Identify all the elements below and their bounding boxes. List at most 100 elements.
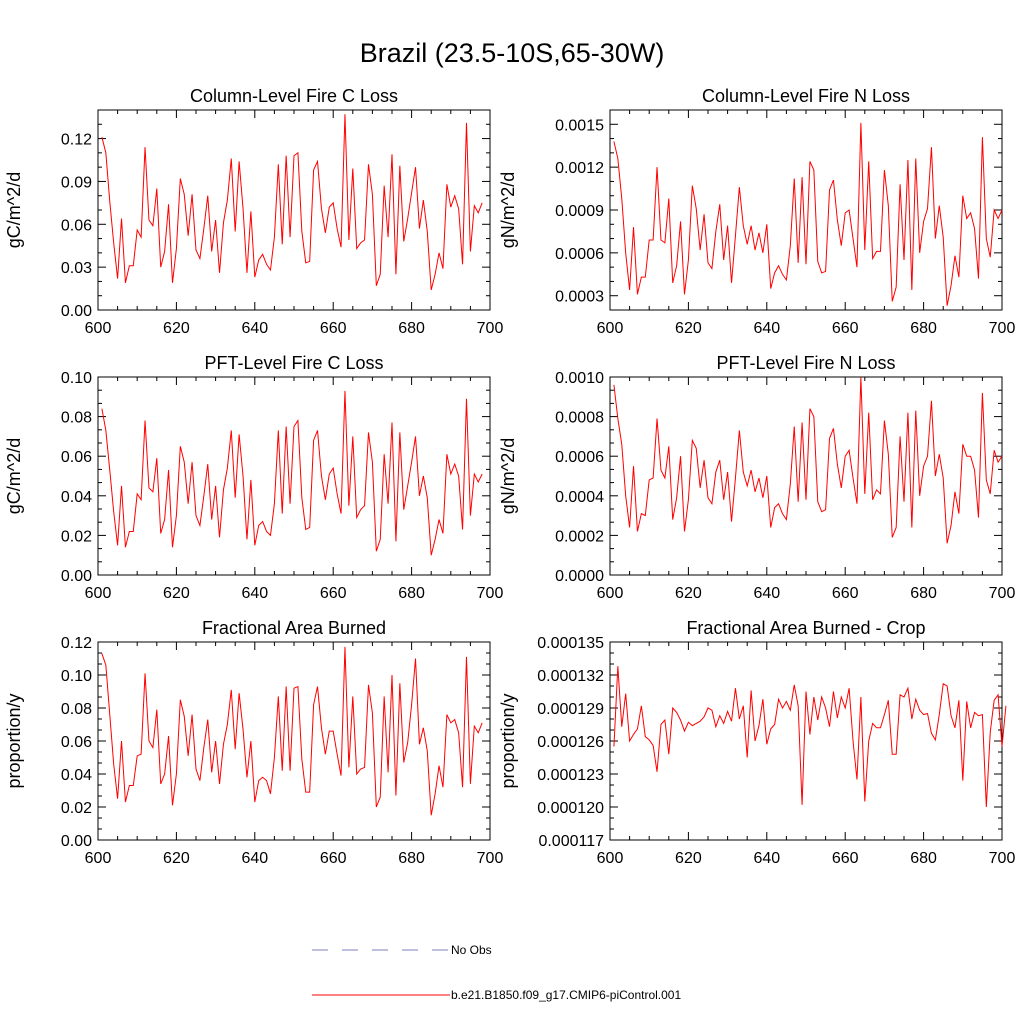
y-tick-label: 0.000120 xyxy=(537,800,604,817)
plot-frame xyxy=(609,109,1003,311)
legend: No Obs b.e21.B1850.f09_g17.CMIP6-piContr… xyxy=(312,943,681,1002)
y-tick-label: 0.000123 xyxy=(537,767,604,784)
y-tick-label: 0.0000 xyxy=(555,568,604,585)
panel-grid: Column-Level Fire C Loss gC/m^2/d 600 620 64… xyxy=(4,86,1015,867)
x-tick-label: 700 xyxy=(477,850,504,867)
y-tick-label: 0.00 xyxy=(61,568,92,585)
x-tick-label: 600 xyxy=(597,850,624,867)
y-tick-label: 0.0006 xyxy=(555,246,604,263)
y-tick-label: 0.09 xyxy=(61,174,92,191)
panel-title: PFT-Level Fire N Loss xyxy=(716,353,895,373)
x-tick-label: 660 xyxy=(320,585,347,602)
x-tick-label: 660 xyxy=(832,320,859,337)
x-tick-label: 620 xyxy=(163,585,190,602)
y-axis-label: gN/m^2/d xyxy=(498,172,518,248)
series-line xyxy=(101,646,483,816)
y-tick-label: 0.06 xyxy=(61,217,92,234)
y-axis-label: proportion/y xyxy=(498,693,518,788)
x-tick-label: 680 xyxy=(910,850,937,867)
y-tick-label: 0.000126 xyxy=(537,734,604,751)
series-line xyxy=(613,666,1007,808)
x-tick-label: 700 xyxy=(477,585,504,602)
series-line xyxy=(613,122,1003,306)
x-tick-label: 600 xyxy=(597,585,624,602)
x-tick-label: 640 xyxy=(753,585,780,602)
chart-panel-3: PFT-Level Fire C Loss gC/m^2/d 600 620 640 66… xyxy=(4,353,503,602)
x-tick-label: 620 xyxy=(675,585,702,602)
x-tick-label: 600 xyxy=(597,320,624,337)
y-tick-label: 0.02 xyxy=(61,800,92,817)
x-tick-label: 640 xyxy=(241,320,268,337)
y-tick-label: 0.08 xyxy=(61,701,92,718)
panel-title: Fractional Area Burned - Crop xyxy=(686,618,925,638)
panel-title: Fractional Area Burned xyxy=(202,618,386,638)
y-tick-label: 0.03 xyxy=(61,260,92,277)
x-tick-label: 600 xyxy=(85,320,112,337)
plot-frame xyxy=(97,376,491,576)
x-tick-label: 680 xyxy=(398,585,425,602)
x-tick-label: 680 xyxy=(398,320,425,337)
series-line xyxy=(101,114,483,291)
y-tick-label: 0.00 xyxy=(61,303,92,320)
x-tick-label: 620 xyxy=(675,850,702,867)
panel-title: Column-Level Fire N Loss xyxy=(702,86,910,106)
plot-frame xyxy=(97,109,491,311)
y-tick-label: 0.0002 xyxy=(555,528,604,545)
y-tick-label: 0.0010 xyxy=(555,370,604,387)
x-tick-label: 620 xyxy=(163,320,190,337)
x-tick-label: 680 xyxy=(910,320,937,337)
x-tick-label: 700 xyxy=(989,850,1016,867)
legend-label-no-obs: No Obs xyxy=(451,943,492,957)
x-tick-label: 640 xyxy=(753,320,780,337)
x-tick-label: 660 xyxy=(832,850,859,867)
y-tick-label: 0.0004 xyxy=(555,489,604,506)
series-line xyxy=(101,390,483,556)
chart-panel-2: Column-Level Fire N Loss gN/m^2/d 600 620 64… xyxy=(498,86,1015,337)
x-tick-label: 660 xyxy=(320,320,347,337)
y-tick-label: 0.000135 xyxy=(537,635,604,652)
x-tick-label: 620 xyxy=(675,320,702,337)
y-tick-label: 0.06 xyxy=(61,734,92,751)
y-tick-label: 0.02 xyxy=(61,528,92,545)
y-tick-label: 0.0015 xyxy=(555,117,604,134)
x-tick-label: 700 xyxy=(477,320,504,337)
panel-title: Column-Level Fire C Loss xyxy=(190,86,398,106)
x-tick-label: 660 xyxy=(320,850,347,867)
y-tick-label: 0.0009 xyxy=(555,203,604,220)
y-tick-label: 0.04 xyxy=(61,767,92,784)
x-tick-label: 640 xyxy=(241,850,268,867)
x-tick-label: 600 xyxy=(85,585,112,602)
y-tick-label: 0.06 xyxy=(61,449,92,466)
series-line xyxy=(613,376,1003,544)
y-tick-label: 0.000129 xyxy=(537,701,604,718)
y-tick-label: 0.0003 xyxy=(555,289,604,306)
chart-panel-5: Fractional Area Burned proportion/y 600 620… xyxy=(4,618,503,867)
x-tick-label: 680 xyxy=(910,585,937,602)
y-tick-label: 0.12 xyxy=(61,635,92,652)
y-tick-label: 0.0006 xyxy=(555,449,604,466)
y-tick-label: 0.10 xyxy=(61,668,92,685)
y-tick-label: 0.08 xyxy=(61,410,92,427)
x-tick-label: 640 xyxy=(753,850,780,867)
y-tick-label: 0.000132 xyxy=(537,668,604,685)
y-axis-label: gC/m^2/d xyxy=(4,438,24,514)
y-axis-label: proportion/y xyxy=(4,693,24,788)
y-axis-label: gC/m^2/d xyxy=(4,172,24,248)
panel-title: PFT-Level Fire C Loss xyxy=(204,353,383,373)
y-tick-label: 0.0008 xyxy=(555,410,604,427)
x-tick-label: 640 xyxy=(241,585,268,602)
legend-label-model: b.e21.B1850.f09_g17.CMIP6-piControl.001 xyxy=(451,988,681,1002)
x-tick-label: 700 xyxy=(989,320,1016,337)
chart-panel-1: Column-Level Fire C Loss gC/m^2/d 600 620 64… xyxy=(4,86,503,337)
x-tick-label: 660 xyxy=(832,585,859,602)
y-tick-label: 0.04 xyxy=(61,489,92,506)
y-tick-label: 0.0012 xyxy=(555,160,604,177)
y-tick-label: 0.000117 xyxy=(538,833,604,850)
y-tick-label: 0.12 xyxy=(61,132,92,149)
x-tick-label: 700 xyxy=(989,585,1016,602)
x-tick-label: 600 xyxy=(85,850,112,867)
chart-panel-4: PFT-Level Fire N Loss gN/m^2/d 600 620 640 66… xyxy=(498,353,1015,602)
y-axis-label: gN/m^2/d xyxy=(498,438,518,514)
chart-panel-6: Fractional Area Burned - Crop proportion/… xyxy=(498,618,1015,867)
